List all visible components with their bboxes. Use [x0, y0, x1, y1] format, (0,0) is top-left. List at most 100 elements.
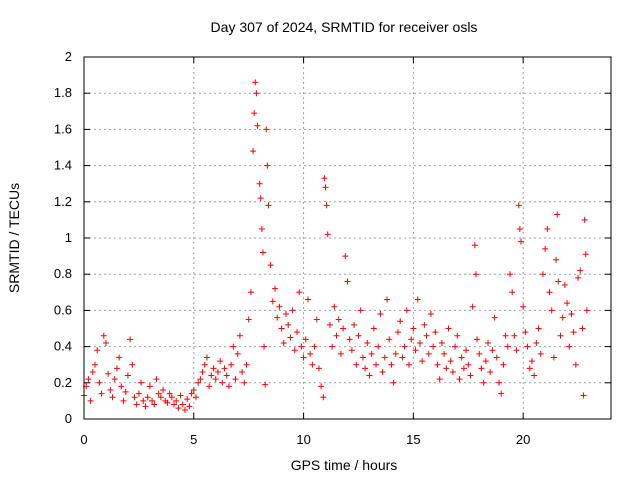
data-point [357, 307, 364, 314]
data-point [298, 343, 305, 350]
data-point [102, 339, 109, 346]
data-point [253, 90, 260, 97]
data-point [175, 405, 182, 412]
data-point [94, 347, 101, 354]
data-point [177, 392, 184, 399]
data-point [223, 372, 230, 379]
data-point [155, 390, 162, 397]
data-point [331, 303, 338, 310]
y-tick-label: 0.6 [54, 302, 72, 317]
data-point [262, 381, 269, 388]
data-point [287, 334, 294, 341]
data-point [214, 368, 221, 375]
data-point [362, 365, 369, 372]
data-point [454, 332, 461, 339]
data-point [491, 314, 498, 321]
y-tick-label: 0 [65, 411, 72, 426]
data-point [221, 365, 228, 372]
data-point [465, 361, 472, 368]
data-point [184, 396, 191, 403]
data-point [564, 300, 571, 307]
y-tick-label: 2 [65, 49, 72, 64]
data-point [553, 256, 560, 263]
data-point [256, 180, 263, 187]
data-point [397, 318, 404, 325]
data-point [171, 401, 178, 408]
data-point [323, 202, 330, 209]
y-tick-label: 1.6 [54, 121, 72, 136]
data-point [300, 354, 307, 361]
data-point [355, 332, 362, 339]
data-point [399, 354, 406, 361]
data-point [122, 388, 129, 395]
data-point [265, 202, 272, 209]
data-point [537, 350, 544, 357]
x-tick-label: 5 [190, 432, 197, 447]
data-point [379, 368, 386, 375]
data-point [577, 267, 584, 274]
data-point [138, 379, 145, 386]
data-point [251, 110, 258, 117]
data-point [419, 358, 426, 365]
data-point [129, 361, 136, 368]
y-axis-ticks: 0 0.2 0.4 0.6 0.8 1 1.2 1.4 1.6 1.8 2 [54, 49, 611, 426]
data-point [309, 361, 316, 368]
data-point [140, 397, 147, 404]
data-point [230, 343, 237, 350]
data-point [217, 358, 224, 365]
data-point [258, 225, 265, 232]
data-point [414, 296, 421, 303]
data-point [463, 347, 470, 354]
data-point [149, 397, 156, 404]
data-point [555, 278, 562, 285]
data-point [506, 271, 513, 278]
data-point [228, 361, 235, 368]
data-point [311, 343, 318, 350]
data-point [405, 361, 412, 368]
data-point [340, 325, 347, 332]
data-point [421, 321, 428, 328]
data-point [390, 379, 397, 386]
x-tick-label: 0 [80, 432, 87, 447]
data-point [392, 350, 399, 357]
data-point [85, 376, 92, 383]
data-point [199, 368, 206, 375]
data-point [269, 298, 276, 305]
data-point [267, 262, 274, 269]
data-point [197, 376, 204, 383]
data-point [487, 368, 494, 375]
data-point [127, 336, 134, 343]
data-point [321, 175, 328, 182]
data-point [520, 303, 527, 310]
data-point [250, 148, 257, 155]
data-point [480, 379, 487, 386]
data-point [575, 274, 582, 281]
data-point [302, 336, 309, 343]
data-point [482, 358, 489, 365]
data-point [335, 316, 342, 323]
y-tick-label: 1 [65, 230, 72, 245]
data-point [436, 376, 443, 383]
data-point [201, 361, 208, 368]
data-point [384, 296, 391, 303]
data-point [528, 358, 535, 365]
data-point [195, 379, 202, 386]
data-point [144, 394, 151, 401]
data-point [236, 332, 243, 339]
data-point [166, 390, 173, 397]
data-point [476, 350, 483, 357]
data-point [135, 390, 142, 397]
data-point [232, 376, 239, 383]
data-point [293, 329, 300, 336]
data-point [498, 390, 505, 397]
data-point [449, 368, 456, 375]
data-point [493, 354, 500, 361]
data-point [291, 347, 298, 354]
x-tick-label: 20 [516, 432, 530, 447]
data-point [447, 358, 454, 365]
data-points [81, 79, 590, 413]
data-point [561, 282, 568, 289]
data-point [239, 368, 246, 375]
data-point [485, 339, 492, 346]
data-point [456, 376, 463, 383]
